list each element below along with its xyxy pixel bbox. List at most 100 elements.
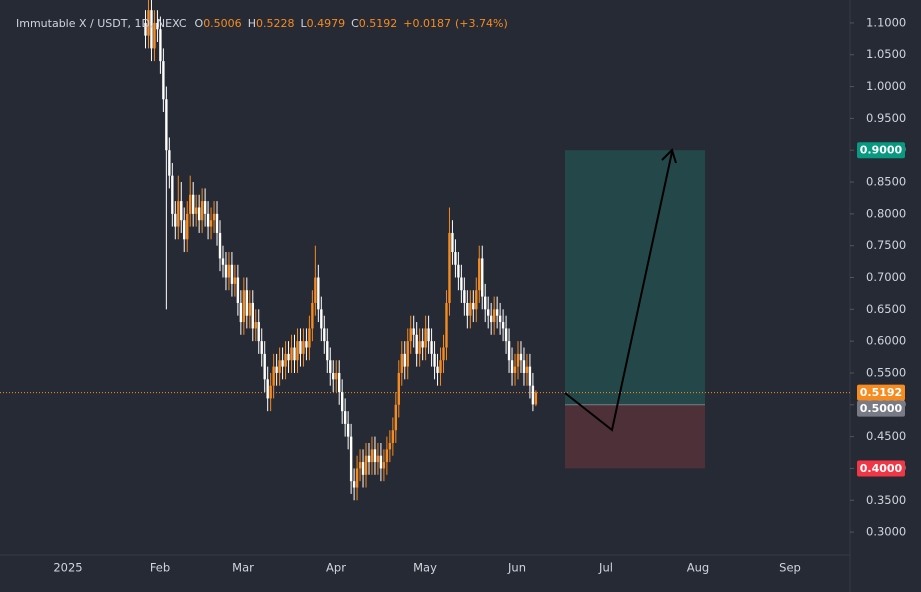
candle-body (248, 302, 251, 316)
y-tick-label: 1.0000 (866, 79, 906, 93)
price-tag-label: 0.5192 (860, 386, 902, 399)
candle-body (227, 264, 231, 278)
candle-body (388, 442, 392, 450)
candle-body (180, 201, 183, 221)
ohlc-key: H (248, 17, 256, 30)
y-tick-label: 0.6000 (866, 334, 906, 348)
candle-body (224, 264, 228, 278)
candle-body (448, 232, 451, 303)
candle-body (272, 366, 275, 386)
candle-body (472, 302, 475, 310)
candle-body (275, 366, 278, 373)
candle-body (174, 213, 177, 227)
candle-body (305, 341, 308, 348)
y-tick-label: 0.8500 (866, 175, 906, 189)
symbol: Immutable X / USDT, 1D, NEXC (16, 17, 187, 30)
candle-body (522, 360, 526, 373)
price-tag (857, 384, 905, 401)
candle-body (406, 341, 409, 367)
ohlc-key: O (195, 17, 204, 30)
y-tick-label: 0.6500 (866, 302, 906, 316)
x-tick-label: Feb (150, 561, 170, 575)
candle-body (293, 347, 296, 361)
candle-body (218, 232, 222, 259)
candle-body (311, 302, 314, 329)
candle-body (156, 22, 159, 30)
price-tag-label: 0.9000 (860, 144, 903, 157)
x-tick-label: Aug (687, 561, 709, 575)
candle-body (302, 341, 305, 354)
candle-body (454, 252, 457, 265)
candle-body (290, 347, 293, 361)
x-tick-label: Apr (326, 561, 346, 575)
candle-body (445, 302, 448, 348)
ohlc-value: 0.5228 (256, 17, 295, 30)
price-tag-label: 0.4000 (860, 462, 903, 475)
candle-body (475, 290, 478, 310)
candle-body (194, 207, 198, 214)
candle-body (364, 455, 368, 475)
candle-body (221, 258, 225, 265)
candle-body (513, 366, 517, 373)
candle-body (230, 264, 234, 284)
candle-body (484, 296, 487, 310)
candle-body (191, 194, 195, 214)
candle-body (501, 322, 505, 329)
candle-body (236, 277, 240, 303)
candle-body (206, 213, 210, 227)
candle-body (159, 29, 162, 62)
candle-body (212, 213, 216, 221)
candle-body (394, 404, 398, 431)
candle-body (326, 341, 329, 361)
candle-body (492, 309, 496, 323)
candle-body (257, 322, 260, 342)
change: +0.0187 (403, 17, 451, 30)
price-tag (857, 142, 905, 159)
y-tick-label: 0.5500 (866, 365, 906, 379)
candle-body (427, 328, 430, 342)
candle-body (215, 213, 219, 233)
candle-body (451, 232, 454, 253)
candle-body (287, 353, 290, 361)
candle-body (382, 462, 386, 469)
y-tick-label: 0.8000 (866, 206, 906, 220)
candle-body (340, 392, 344, 412)
projection-arrow (564, 151, 673, 432)
candle-body (335, 372, 338, 380)
target-zone (565, 150, 705, 405)
candle-body (349, 436, 353, 482)
candle-body (403, 353, 406, 367)
candle-body (153, 22, 156, 49)
candle-body (367, 455, 371, 463)
candle-body (534, 392, 538, 405)
candle-body (361, 462, 365, 475)
ohlc-value: 0.5192 (359, 17, 398, 30)
candle-body (203, 201, 207, 214)
candle-body (251, 302, 254, 329)
candle-body (466, 302, 469, 316)
candle-body (430, 341, 433, 354)
candle-body (186, 213, 189, 240)
y-tick-label: 0.3000 (866, 525, 906, 539)
candle-body (254, 322, 257, 329)
candle-body (183, 220, 186, 240)
candle-body (150, 10, 153, 49)
candle-body (397, 372, 400, 405)
candle-body (281, 360, 284, 367)
price-tag (857, 400, 905, 417)
price-tag-label: 0.5000 (860, 402, 903, 415)
candle-body (329, 360, 332, 373)
candle-body (278, 360, 281, 373)
candle-body (260, 341, 263, 354)
candle-body (516, 353, 520, 367)
candle-body (439, 360, 442, 373)
ohlc-key: L (300, 17, 307, 30)
candle-body (391, 430, 395, 443)
candle-body (400, 353, 403, 373)
candle-body (385, 449, 389, 463)
x-tick-label: 2025 (53, 561, 82, 575)
y-tick-label: 0.7000 (866, 270, 906, 284)
change-pct: (+3.74%) (455, 17, 508, 30)
